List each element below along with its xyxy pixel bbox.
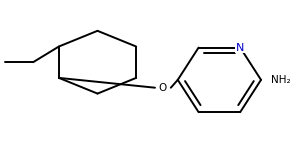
Text: O: O <box>159 83 167 93</box>
Text: N: N <box>236 43 244 53</box>
Text: NH₂: NH₂ <box>271 75 290 85</box>
